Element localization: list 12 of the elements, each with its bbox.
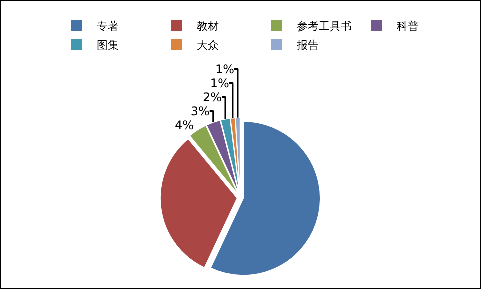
- legend-label: 教材: [197, 20, 219, 33]
- legend-label: 报告: [296, 38, 319, 52]
- legend-label: 参考工具书: [297, 20, 352, 33]
- legend-label: 图集: [97, 38, 119, 52]
- data-label: 3%: [190, 104, 210, 118]
- data-label: 4%: [175, 118, 194, 132]
- legend-label: 专著: [97, 20, 119, 33]
- data-label: 2%: [202, 90, 222, 104]
- data-label: 1%: [210, 76, 230, 90]
- legend-label: 科普: [397, 20, 419, 33]
- legend-label: 大众: [197, 38, 219, 52]
- data-label: 1%: [215, 62, 234, 76]
